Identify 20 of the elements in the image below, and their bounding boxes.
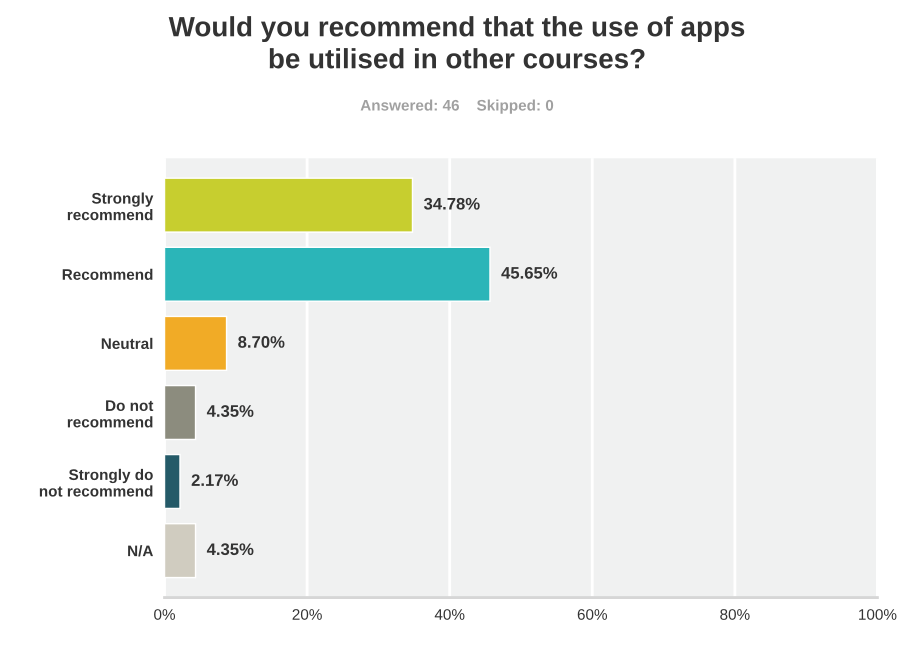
- x-tick-label: 60%: [578, 609, 608, 620]
- data-label: 8.70%: [238, 336, 284, 348]
- y-tick-label: Do not recommend: [68, 400, 154, 428]
- x-tick-label: 20%: [292, 609, 322, 620]
- x-tick-label: 40%: [434, 609, 464, 620]
- x-tick-label: 100%: [859, 609, 896, 620]
- y-tick-label: Recommend: [62, 268, 152, 280]
- x-tick-label: 80%: [720, 609, 750, 620]
- x-tick-label: 0%: [154, 609, 176, 620]
- y-tick-label: Strongly do not recommend: [40, 468, 153, 497]
- chart-subtitle: Answered: 46 Skipped: 0: [360, 99, 554, 114]
- y-tick-label: Neutral: [102, 338, 152, 350]
- data-label: 4.35%: [206, 543, 254, 556]
- y-tick-label: Strongly recommend: [68, 192, 154, 220]
- chart-title: Would you recommend that the use of apps be utilised in other courses?: [168, 16, 744, 68]
- data-label: 45.65%: [501, 266, 558, 279]
- data-label: 34.78%: [424, 198, 480, 210]
- y-tick-label: N/A: [128, 545, 154, 556]
- data-label: 2.17%: [192, 474, 238, 486]
- data-label: 4.35%: [206, 405, 254, 417]
